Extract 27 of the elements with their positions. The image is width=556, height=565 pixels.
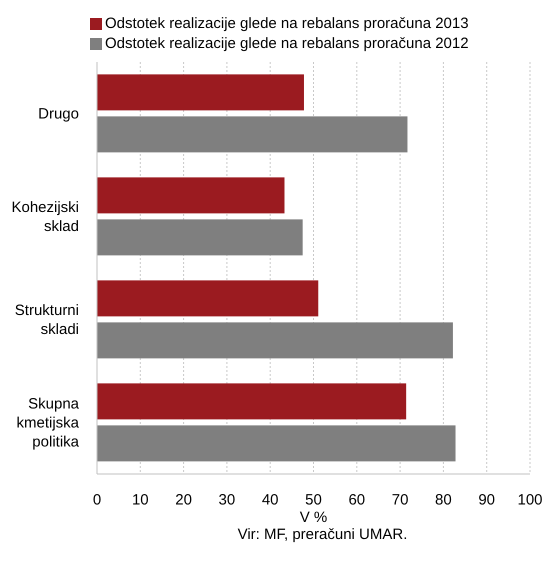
x-tick-label: 0 (92, 492, 102, 509)
x-axis-title: V % (300, 509, 328, 526)
x-tick-label: 80 (435, 492, 452, 509)
legend-label: Odstotek realizacije glede na rebalans proračuna 2012 (105, 34, 469, 54)
y-tick-label: Drugo (38, 105, 79, 122)
x-tick-label: 30 (218, 492, 236, 509)
x-tick-label: 50 (305, 492, 322, 509)
x-tick-label: 40 (262, 492, 279, 509)
bar (97, 280, 318, 316)
y-tick-label: Skupna kmetijska politika (16, 395, 80, 450)
bar (97, 74, 304, 110)
legend-label: Odstotek realizacije glede na rebalans proračuna 2013 (105, 14, 469, 34)
bar (97, 116, 408, 152)
x-tick-label: 70 (392, 492, 408, 509)
y-tick-label: Kohezijski sklad (11, 198, 79, 234)
x-tick-label: 90 (478, 492, 496, 509)
bar (97, 322, 453, 358)
text: Vir: MF, preračuni UMAR. (236, 526, 408, 543)
bar (97, 383, 406, 420)
x-tick-label: 10 (132, 492, 149, 509)
bar (97, 219, 303, 256)
x-tick-label: 60 (348, 492, 366, 509)
x-tick-label: 20 (175, 492, 192, 509)
bar (97, 177, 284, 214)
bar (97, 425, 456, 462)
x-tick-label: 100 (517, 492, 543, 509)
y-tick-label: Strukturni skladi (14, 302, 79, 338)
